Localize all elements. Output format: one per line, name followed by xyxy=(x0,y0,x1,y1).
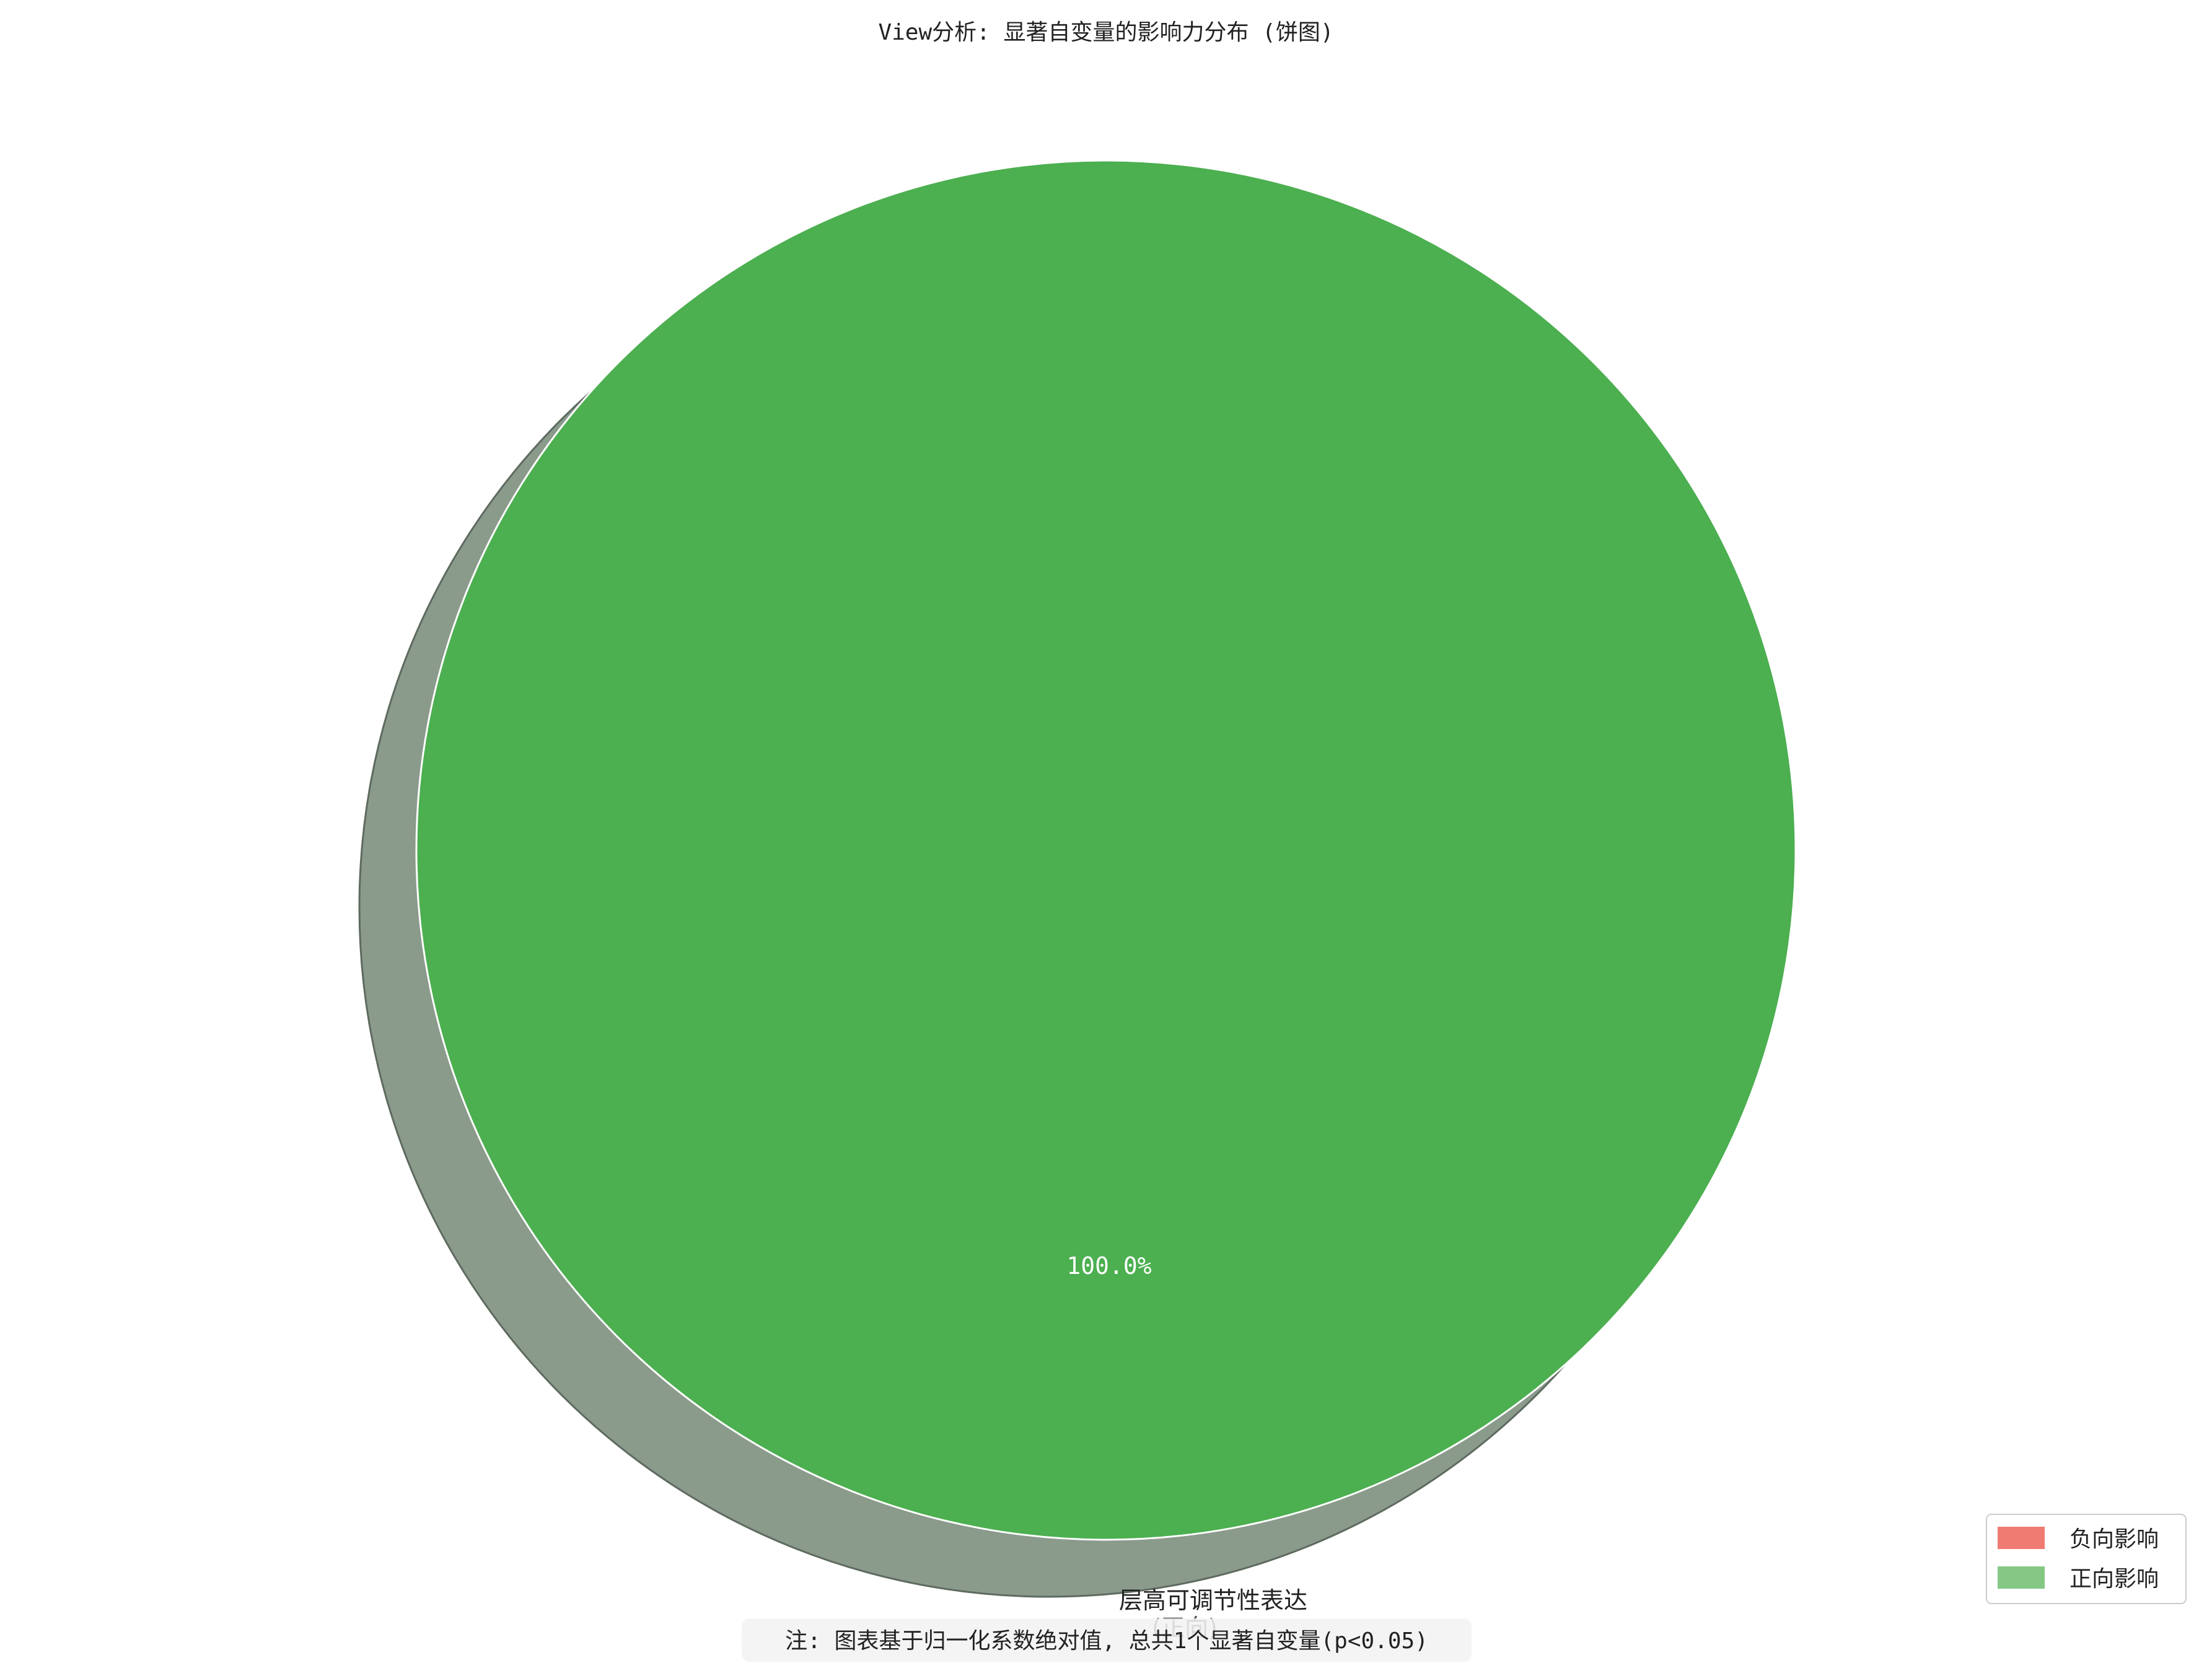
note-box xyxy=(742,1618,1472,1662)
chart-title: View分析: 显著自变量的影响力分布 (饼图) xyxy=(878,20,1333,45)
legend-swatch-negative xyxy=(1998,1527,2045,1549)
legend-swatch-positive xyxy=(1998,1566,2045,1589)
legend-label-positive: 正向影响 xyxy=(2069,1566,2159,1592)
slice-percent-label: 100.0% xyxy=(1066,1252,1151,1280)
chart-note: 注: 图表基于归一化系数绝对值, 总共1个显著自变量(p<0.05) xyxy=(785,1628,1428,1654)
slice-label: 层高可调节性表达 xyxy=(1119,1587,1307,1614)
pie-slice-0 xyxy=(415,159,1797,1541)
legend: 负向影响 正向影响 xyxy=(1986,1514,2187,1604)
pie-slices xyxy=(415,159,1797,1541)
legend-label-negative: 负向影响 xyxy=(2069,1527,2159,1552)
